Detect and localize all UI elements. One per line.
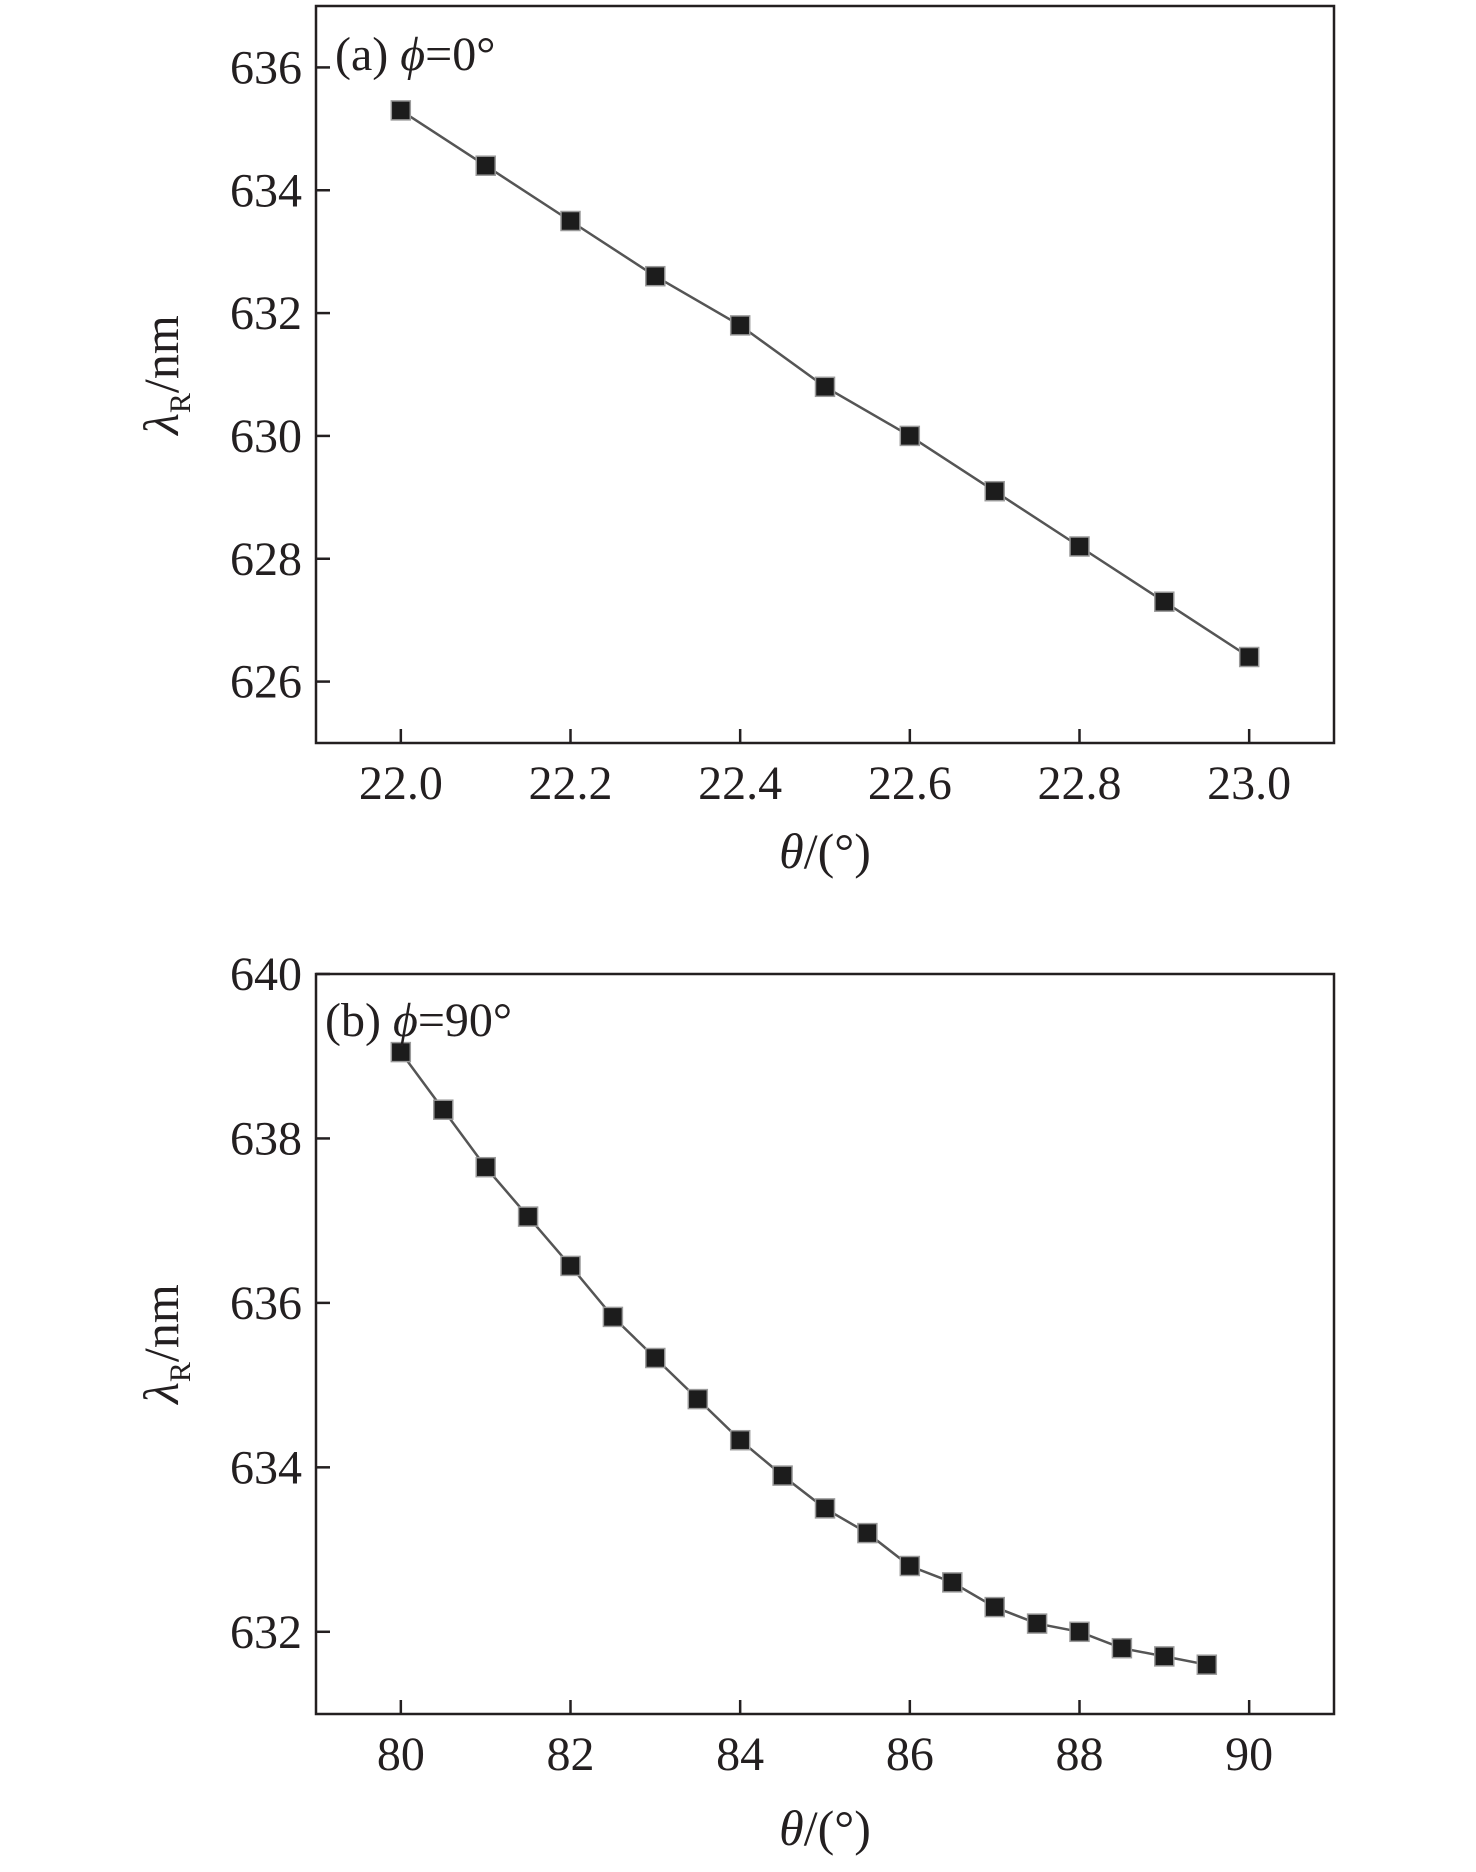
- panel-a-x-tick-label: 22.6: [868, 757, 952, 810]
- panel-b-data-point: [1111, 1637, 1133, 1659]
- panel-b-data-point: [1196, 1654, 1218, 1675]
- panel-a-data-point: [390, 100, 412, 121]
- panel-a-y-tick-label: 636: [230, 41, 302, 94]
- panel-b-data-point: [984, 1596, 1005, 1618]
- panel-a-series: [390, 100, 1260, 668]
- panel-a-data-point: [814, 376, 836, 398]
- panel-a-data-point: [729, 315, 751, 336]
- panel-b-data-point: [602, 1306, 624, 1328]
- panel-a-x-tick-label: 22.4: [698, 757, 782, 810]
- panel-b-data-point: [433, 1099, 454, 1120]
- panel-b-y-tick-label: 634: [230, 1441, 302, 1494]
- panel-a-x-tick-label: 22.0: [359, 757, 443, 810]
- panel-b-data-point: [772, 1465, 793, 1486]
- panel-b-data-point: [857, 1522, 878, 1544]
- panel-b-y-ticks: 632 634 636 638 640: [230, 948, 330, 1659]
- panel-b-data-point: [687, 1388, 709, 1410]
- panel-b-data-point: [390, 1041, 412, 1063]
- panel-a-data-point: [1154, 591, 1175, 612]
- panel-b-series: [390, 1041, 1218, 1675]
- panel-b-data-point: [517, 1206, 539, 1227]
- panel-b-frame: [314, 972, 1336, 1716]
- panel-b-y-tick-label: 632: [230, 1606, 302, 1659]
- panel-b-x-tick-label: 84: [716, 1728, 764, 1781]
- panel-b-data-point: [560, 1255, 581, 1277]
- panel-b-y-tick-label: 636: [230, 1277, 302, 1330]
- panel-b-data-point: [899, 1555, 921, 1577]
- panel-b: 632 634 636 638 640 80 82 84 86 88 90 (b) ϕ=90° θ…: [133, 948, 1336, 1856]
- panel-b-x-tick-label: 88: [1056, 1728, 1104, 1781]
- panel-b-data-point: [1026, 1613, 1048, 1634]
- panel-a-y-ticks: 626 628 630 632 634 636: [230, 41, 330, 709]
- panel-b-data-point: [475, 1156, 496, 1178]
- panel-a-x-tick-label: 23.0: [1207, 757, 1291, 810]
- panel-b-x-tick-label: 90: [1225, 1728, 1273, 1781]
- panel-b-data-point: [645, 1347, 666, 1369]
- panel-a-x-ticks: 22.0 22.2 22.4 22.6 22.8 23.0: [359, 729, 1291, 810]
- panel-a-data-point: [1238, 646, 1260, 668]
- panel-b-series-line: [399, 1051, 1208, 1666]
- panel-b-y-axis-label: λR/nm: [133, 1284, 197, 1406]
- panel-a-y-tick-label: 626: [230, 656, 302, 709]
- panel-a-y-tick-label: 628: [230, 533, 302, 586]
- panel-a-x-tick-label: 22.2: [529, 757, 613, 810]
- panel-a-x-tick-label: 22.8: [1038, 757, 1122, 810]
- panel-a-data-point: [984, 480, 1005, 502]
- panel-a-data-point: [1069, 536, 1090, 557]
- panel-a-y-tick-label: 632: [230, 287, 302, 340]
- panel-b-y-tick-label: 640: [230, 948, 302, 1001]
- panel-a-y-axis-label: λR/nm: [133, 315, 197, 437]
- panel-a-x-axis-label: θ/(°): [779, 823, 871, 879]
- panel-a-y-tick-label: 634: [230, 164, 302, 217]
- panel-a-data-point: [475, 155, 496, 176]
- panel-b-data-point: [1154, 1646, 1175, 1667]
- panel-b-label: (b) ϕ=90°: [325, 994, 512, 1047]
- panel-a-data-point: [899, 425, 921, 447]
- panel-a-y-tick-label: 630: [230, 410, 302, 463]
- panel-a-data-point: [645, 265, 666, 287]
- panel-b-y-tick-label: 638: [230, 1112, 302, 1165]
- panel-b-x-tick-label: 86: [886, 1728, 934, 1781]
- panel-b-data-point: [814, 1498, 836, 1519]
- panel-b-data-point: [1069, 1621, 1090, 1643]
- panel-a-data-point: [560, 210, 581, 232]
- panel-b-x-tick-label: 82: [547, 1728, 595, 1781]
- panel-a-label: (a) ϕ=0°: [335, 28, 495, 81]
- panel-a-frame: [314, 4, 1336, 745]
- panel-b-data-point: [729, 1429, 751, 1451]
- panel-b-data-point: [942, 1572, 963, 1593]
- panel-b-x-tick-label: 80: [377, 1728, 425, 1781]
- panel-b-x-ticks: 80 82 84 86 88 90: [377, 1700, 1273, 1781]
- panel-b-x-axis-label: θ/(°): [779, 1800, 871, 1856]
